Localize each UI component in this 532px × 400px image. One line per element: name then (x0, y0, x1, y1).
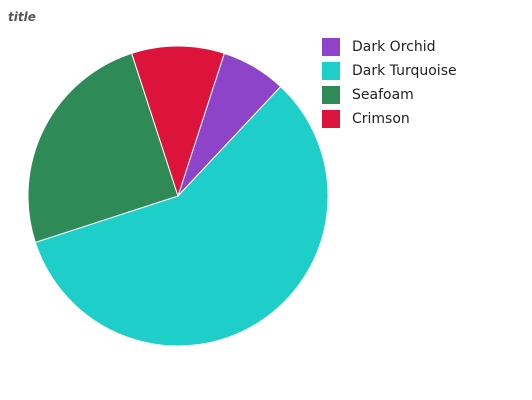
legend-swatch-seafoam (322, 86, 340, 104)
legend: Dark Orchid Dark Turquoise Seafoam Crims… (322, 36, 457, 132)
legend-swatch-dark-orchid (322, 38, 340, 56)
legend-item-dark-orchid: Dark Orchid (322, 36, 457, 58)
legend-label-dark-orchid: Dark Orchid (352, 39, 436, 55)
legend-label-seafoam: Seafoam (352, 87, 414, 103)
legend-item-seafoam: Seafoam (322, 84, 457, 106)
legend-swatch-crimson (322, 110, 340, 128)
legend-label-dark-turquoise: Dark Turquoise (352, 63, 457, 79)
legend-label-crimson: Crimson (352, 111, 410, 127)
legend-swatch-dark-turquoise (322, 62, 340, 80)
legend-item-crimson: Crimson (322, 108, 457, 130)
legend-item-dark-turquoise: Dark Turquoise (322, 60, 457, 82)
